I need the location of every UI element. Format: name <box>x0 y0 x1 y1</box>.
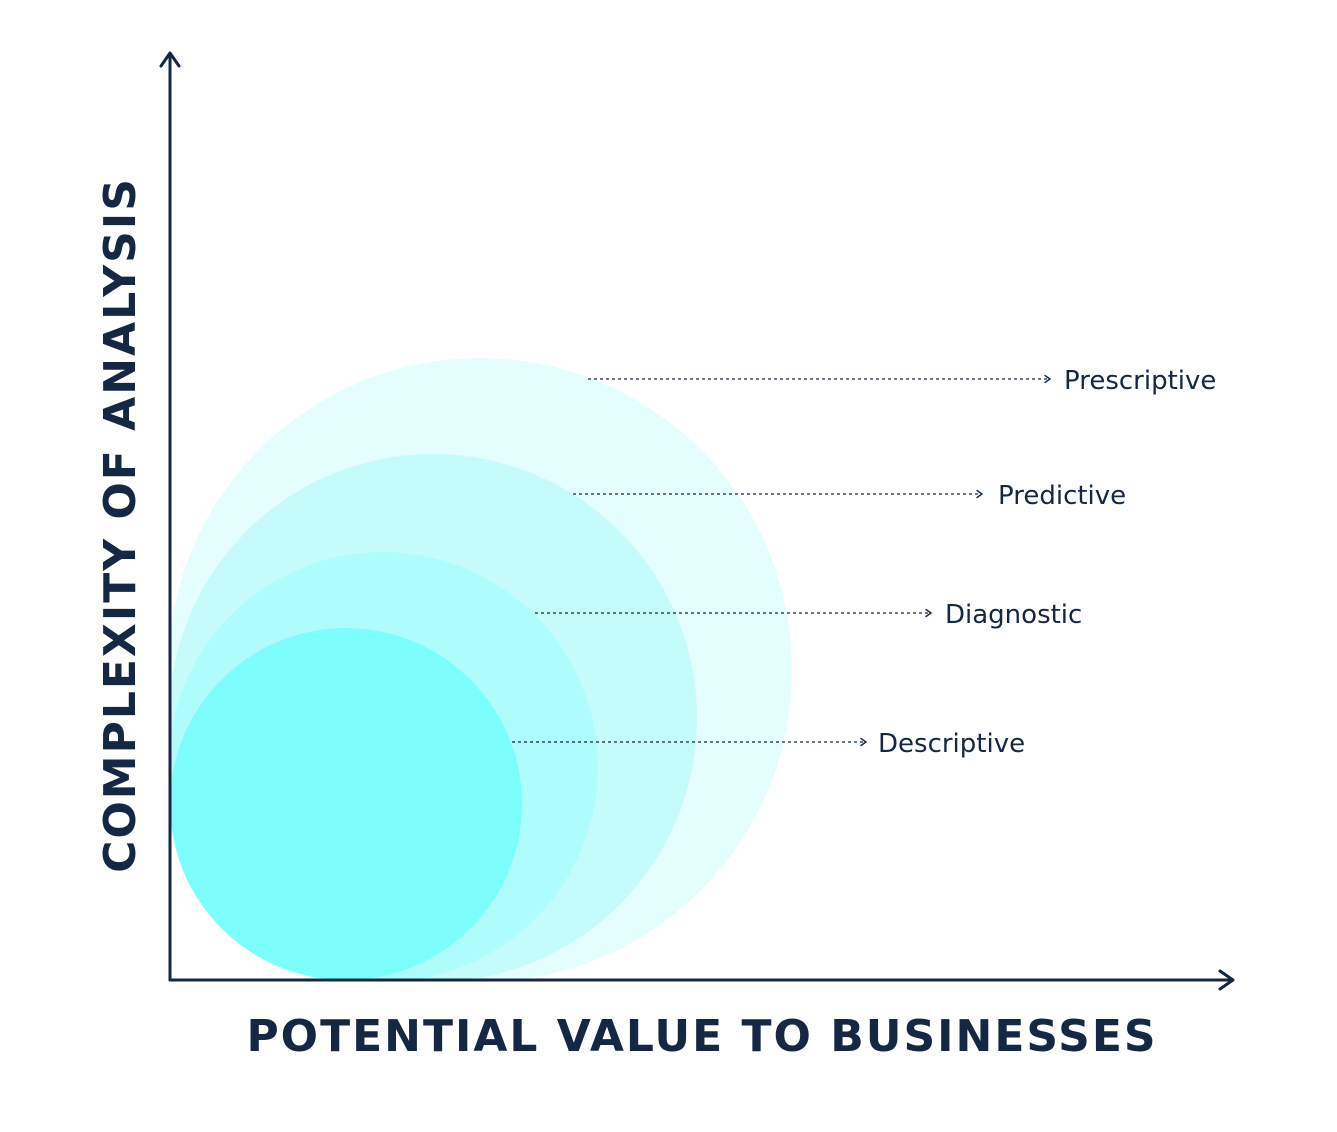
x-axis-arrow-icon <box>1218 969 1235 991</box>
y-axis-title: COMPLEXITY OF ANALYSIS <box>95 177 146 873</box>
x-axis <box>168 969 1235 991</box>
tier-circles <box>171 358 792 980</box>
y-axis-arrow-icon <box>159 51 181 68</box>
leader-predictive <box>573 489 984 499</box>
y-axis <box>159 51 181 982</box>
x-axis-title: POTENTIAL VALUE TO BUSINESSES <box>246 1011 1157 1062</box>
leader-diagnostic <box>535 608 933 618</box>
leader-prescriptive <box>588 374 1052 384</box>
label-descriptive: Descriptive <box>878 729 1025 759</box>
label-predictive: Predictive <box>998 481 1126 511</box>
label-diagnostic: Diagnostic <box>945 600 1082 630</box>
leader-descriptive <box>512 737 868 747</box>
circle-descriptive <box>171 628 522 980</box>
label-prescriptive: Prescriptive <box>1064 366 1216 396</box>
